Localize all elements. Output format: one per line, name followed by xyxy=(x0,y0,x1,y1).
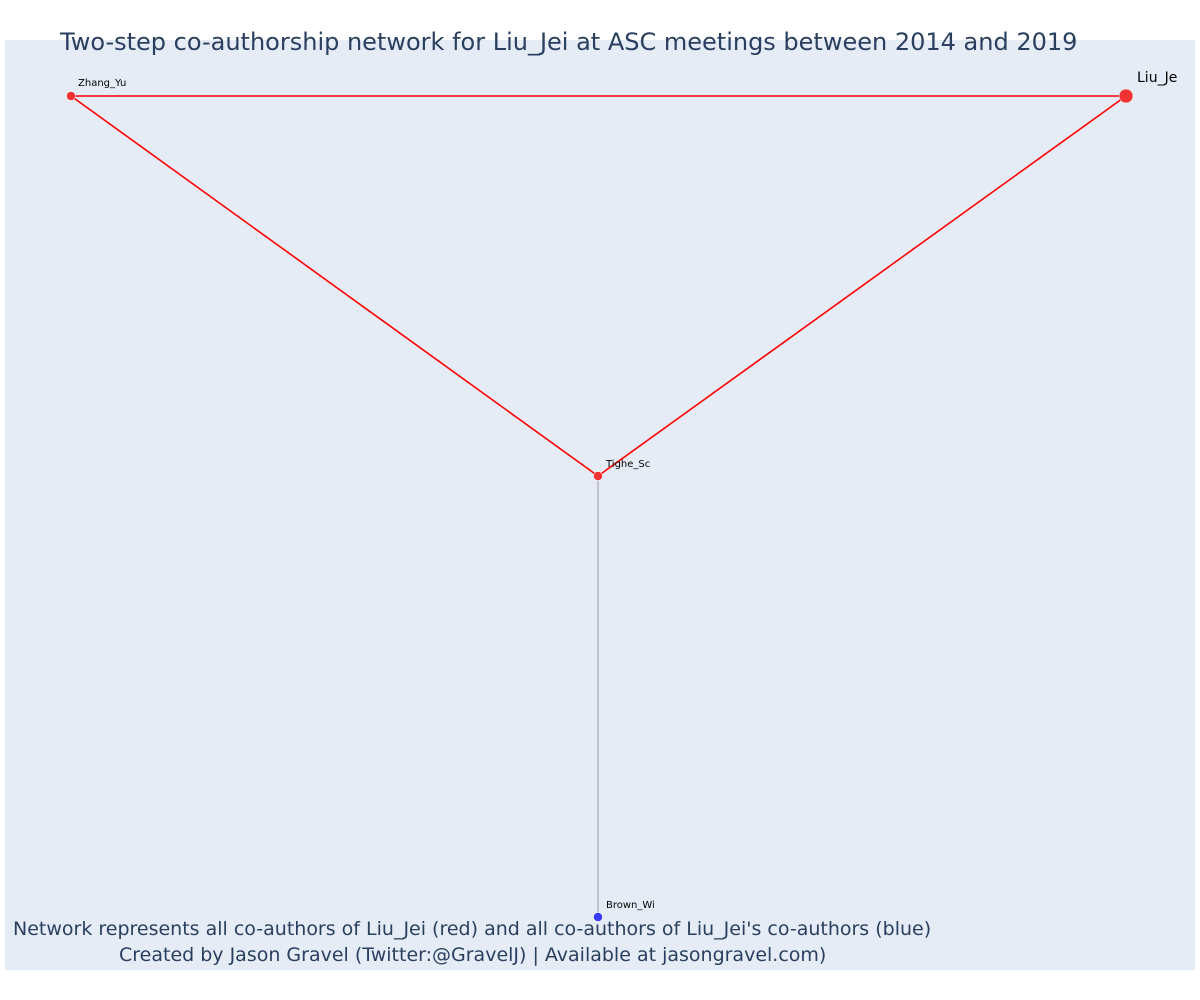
node-Brown_Wi[interactable] xyxy=(593,912,603,922)
edge-Zhang_Yu-Tighe_Sc xyxy=(70,95,599,477)
nodes-layer xyxy=(66,88,1134,922)
node-Zhang_Yu[interactable] xyxy=(66,91,76,101)
labels-layer: Liu_Je Zhang_Yu Tighe_Sc Brown_Wi xyxy=(78,70,1177,911)
chart-title: Two-step co-authorship network for Liu_J… xyxy=(60,28,1078,56)
node-label-Brown_Wi: Brown_Wi xyxy=(606,900,655,911)
annotation-legend-text: Network represents all co-authors of Liu… xyxy=(13,918,932,940)
edges-layer xyxy=(70,95,1127,917)
edge-Tighe_Sc-Liu_Je xyxy=(597,95,1127,477)
node-label-Liu_Je: Liu_Je xyxy=(1137,70,1177,86)
node-label-Tighe_Sc: Tighe_Sc xyxy=(605,459,650,470)
annotation-credit-text: Created by Jason Gravel (Twitter:@Gravel… xyxy=(119,944,827,966)
node-Tighe_Sc[interactable] xyxy=(593,471,603,481)
node-Liu_Je[interactable] xyxy=(1118,88,1134,104)
plot-area xyxy=(5,40,1195,970)
node-label-Zhang_Yu: Zhang_Yu xyxy=(78,78,126,89)
